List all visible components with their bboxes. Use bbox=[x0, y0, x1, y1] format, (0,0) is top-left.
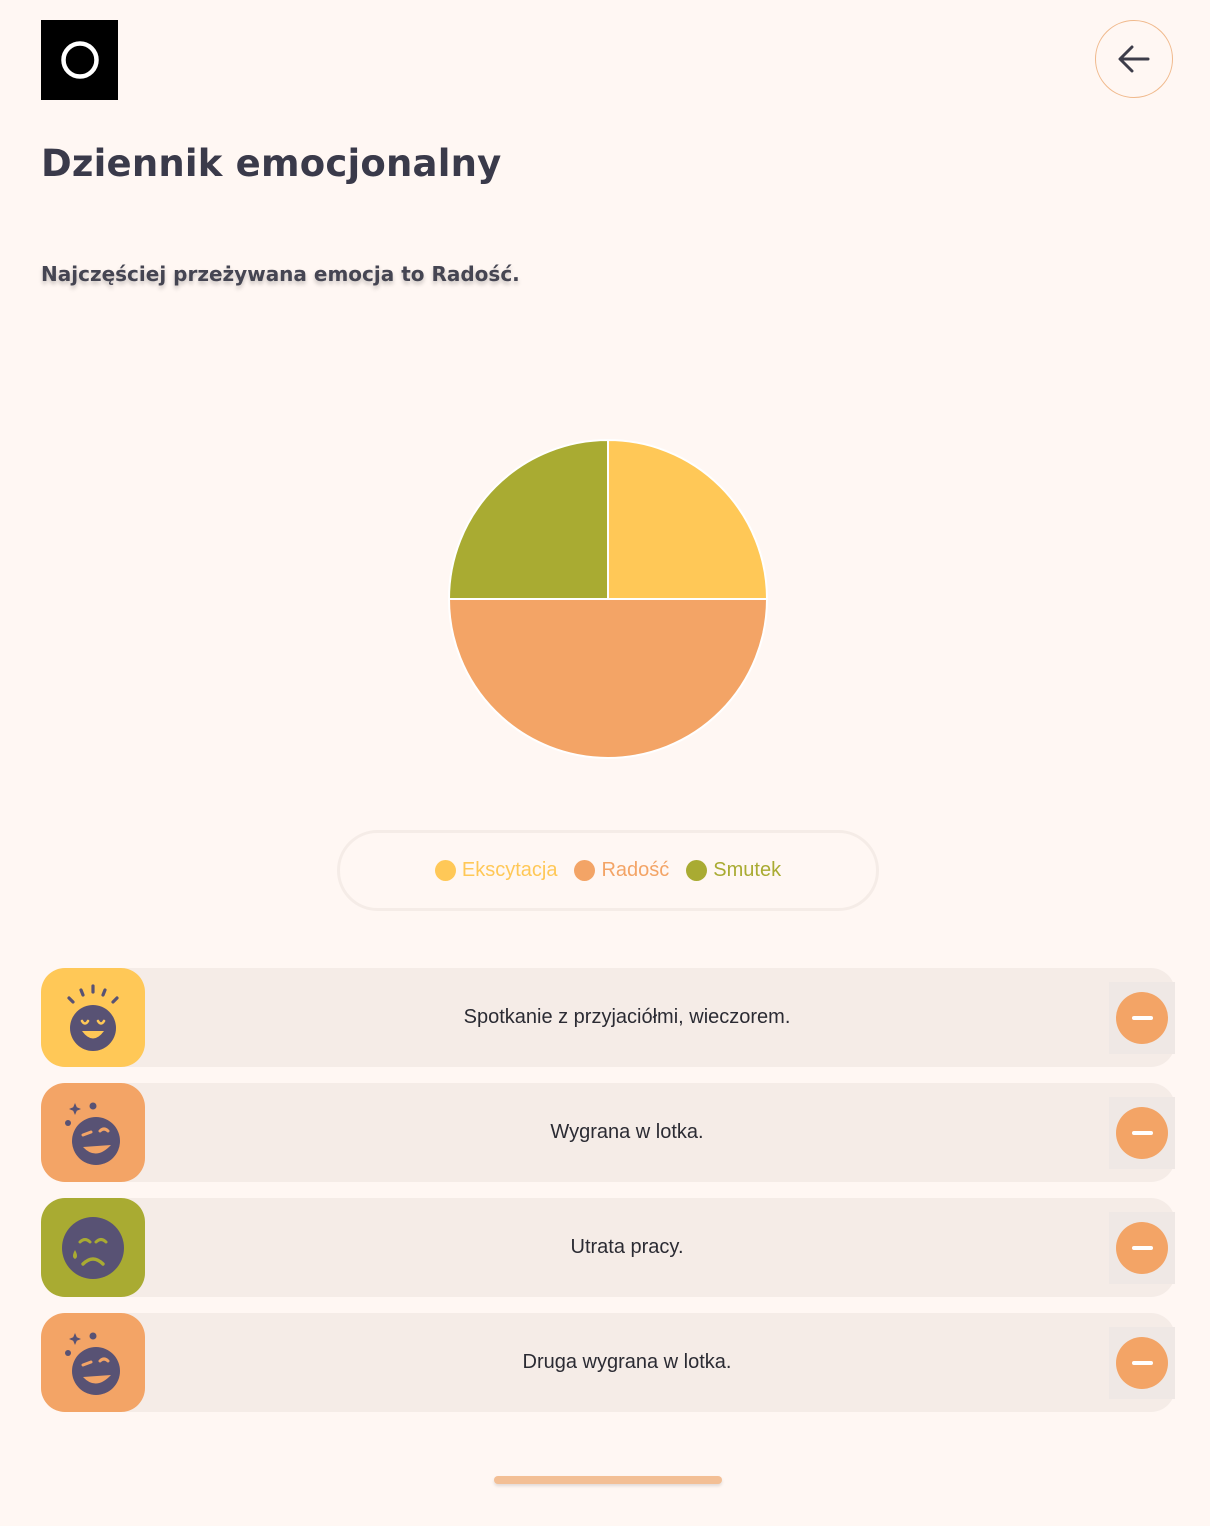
legend-item-ekscytacja[interactable]: Ekscytacja bbox=[434, 859, 558, 882]
emotion-pie-chart bbox=[447, 438, 769, 765]
legend-dot bbox=[686, 860, 708, 881]
legend-item-smutek[interactable]: Smutek bbox=[686, 859, 781, 882]
legend-item-radosc[interactable]: Radość bbox=[574, 859, 669, 882]
ring-icon bbox=[60, 41, 99, 79]
pie-slice-ekscytacja[interactable] bbox=[607, 438, 769, 600]
list-item: Spotkanie z przyjaciółmi, wieczorem. bbox=[41, 968, 1175, 1067]
remove-entry-button[interactable] bbox=[1116, 1107, 1168, 1159]
minus-icon bbox=[1131, 1131, 1153, 1135]
excited-face-icon bbox=[67, 983, 119, 1051]
back-button[interactable] bbox=[1095, 20, 1173, 98]
remove-button-container bbox=[1109, 982, 1175, 1054]
entry-emotion-badge bbox=[41, 1198, 145, 1297]
page-title: Dziennik emocjonalny bbox=[41, 142, 502, 185]
sad-face-icon bbox=[62, 1216, 124, 1279]
list-item: Utrata pracy. bbox=[41, 1198, 1175, 1297]
remove-entry-button[interactable] bbox=[1116, 992, 1168, 1044]
legend-label: Smutek bbox=[713, 859, 782, 881]
entries-list: Spotkanie z przyjaciółmi, wieczorem. Wyg… bbox=[41, 968, 1175, 1428]
app-logo bbox=[41, 20, 118, 100]
legend-label: Radość bbox=[601, 859, 670, 881]
minus-icon bbox=[1131, 1246, 1153, 1250]
entry-emotion-badge bbox=[41, 1083, 145, 1182]
home-indicator bbox=[494, 1476, 722, 1484]
entry-emotion-badge bbox=[41, 968, 145, 1067]
remove-entry-button[interactable] bbox=[1116, 1222, 1168, 1274]
list-item: Druga wygrana w lotka. bbox=[41, 1313, 1175, 1412]
pie-slice-smutek[interactable] bbox=[447, 438, 609, 600]
remove-entry-button[interactable] bbox=[1116, 1337, 1168, 1389]
legend-dot bbox=[434, 860, 456, 881]
remove-button-container bbox=[1109, 1097, 1175, 1169]
remove-button-container bbox=[1109, 1212, 1175, 1284]
entry-text: Druga wygrana w lotka. bbox=[522, 1351, 732, 1373]
arrow-left-icon bbox=[1118, 45, 1150, 73]
list-item: Wygrana w lotka. bbox=[41, 1083, 1175, 1182]
entry-text: Utrata pracy. bbox=[570, 1236, 684, 1258]
entry-text: Wygrana w lotka. bbox=[550, 1121, 704, 1143]
chart-legend: Ekscytacja Radość Smutek bbox=[337, 830, 879, 911]
entry-emotion-badge bbox=[41, 1313, 145, 1412]
entry-text: Spotkanie z przyjaciółmi, wieczorem. bbox=[463, 1006, 791, 1028]
legend-dot bbox=[574, 860, 596, 881]
pie-chart-svg bbox=[447, 438, 769, 759]
remove-button-container bbox=[1109, 1327, 1175, 1399]
winking-face-icon bbox=[65, 1102, 120, 1165]
minus-icon bbox=[1131, 1361, 1153, 1365]
winking-face-icon bbox=[65, 1332, 120, 1395]
minus-icon bbox=[1131, 1016, 1153, 1020]
most-frequent-emotion-summary: Najczęściej przeżywana emocja to Radość. bbox=[41, 262, 520, 286]
pie-slice-radość[interactable] bbox=[447, 598, 769, 759]
legend-label: Ekscytacja bbox=[461, 859, 558, 881]
